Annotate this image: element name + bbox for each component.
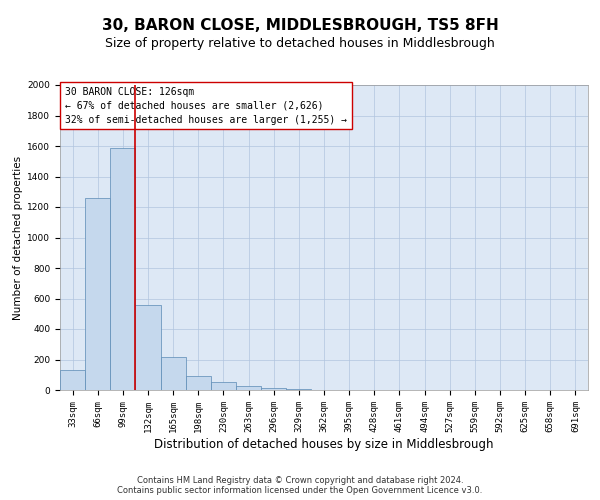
Bar <box>261 388 286 390</box>
Text: Contains HM Land Registry data © Crown copyright and database right 2024.
Contai: Contains HM Land Registry data © Crown c… <box>118 476 482 495</box>
Text: 30, BARON CLOSE, MIDDLESBROUGH, TS5 8FH: 30, BARON CLOSE, MIDDLESBROUGH, TS5 8FH <box>101 18 499 32</box>
Bar <box>211 382 236 390</box>
Text: Size of property relative to detached houses in Middlesbrough: Size of property relative to detached ho… <box>105 38 495 51</box>
Bar <box>186 376 211 390</box>
X-axis label: Distribution of detached houses by size in Middlesbrough: Distribution of detached houses by size … <box>154 438 494 450</box>
Bar <box>85 198 110 390</box>
Bar <box>60 370 85 390</box>
Bar <box>286 389 311 390</box>
Y-axis label: Number of detached properties: Number of detached properties <box>13 156 23 320</box>
Bar <box>110 148 136 390</box>
Text: 30 BARON CLOSE: 126sqm
← 67% of detached houses are smaller (2,626)
32% of semi-: 30 BARON CLOSE: 126sqm ← 67% of detached… <box>65 86 347 124</box>
Bar <box>136 304 161 390</box>
Bar <box>161 357 186 390</box>
Bar <box>236 386 261 390</box>
